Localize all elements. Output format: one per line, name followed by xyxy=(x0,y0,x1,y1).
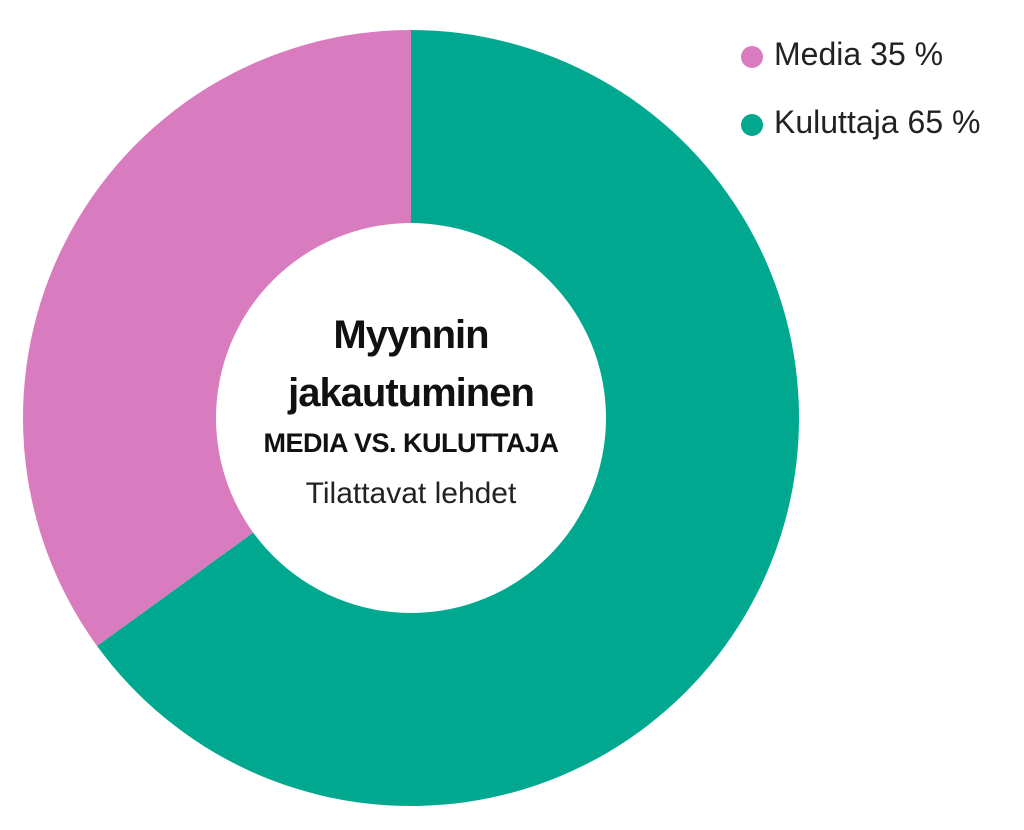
legend-value: 35 % xyxy=(870,36,943,72)
slice xyxy=(23,30,411,647)
legend-name: Media xyxy=(774,36,861,72)
legend-marker xyxy=(741,46,763,68)
legend-entry: Kuluttaja 65 % xyxy=(774,104,980,140)
legend-value: 65 % xyxy=(908,104,981,140)
legend-entry: Media 35 % xyxy=(774,36,943,72)
legend-name: Kuluttaja xyxy=(774,104,899,140)
chart-caption: Tilattavat lehdet xyxy=(305,477,517,510)
center-label: Myynnin jakautuminen MEDIA VS. KULUTTAJA… xyxy=(231,306,591,511)
donut-hole xyxy=(216,223,606,613)
legend-marker xyxy=(741,114,763,136)
chart-title: Myynnin jakautuminen xyxy=(288,313,535,415)
chart-subtitle: MEDIA VS. KULUTTAJA xyxy=(263,428,559,458)
legend: Media 35 % Kuluttaja 65 % xyxy=(741,36,980,140)
